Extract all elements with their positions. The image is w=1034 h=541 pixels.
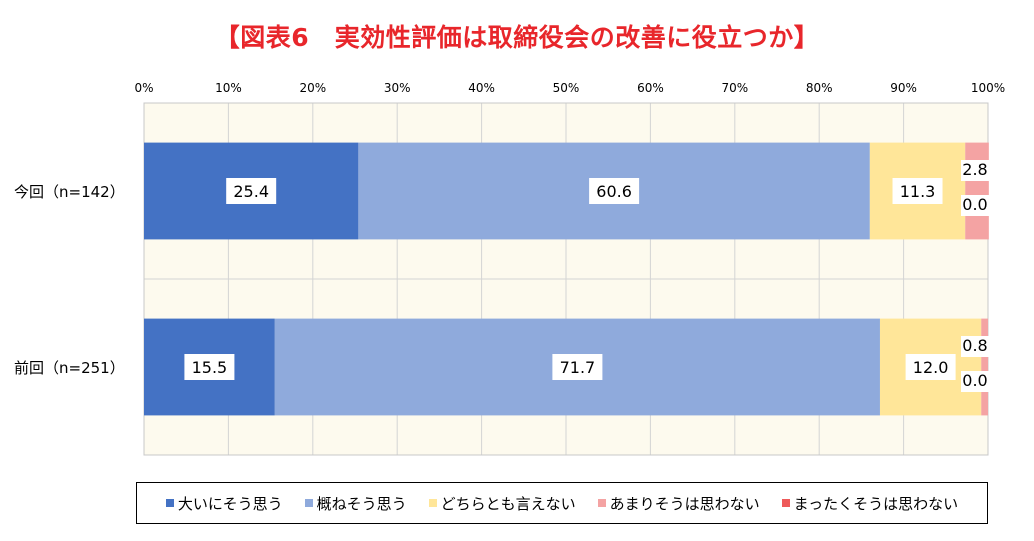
x-tick-label: 40% (468, 81, 495, 95)
data-label: 11.3 (900, 182, 936, 201)
data-label: 0.8 (962, 336, 987, 355)
data-label: 15.5 (192, 358, 228, 377)
x-tick-label: 20% (299, 81, 326, 95)
x-tick-label: 10% (215, 81, 242, 95)
data-label-box (961, 336, 991, 357)
category-label: 前回（n=251） (14, 359, 125, 377)
data-label: 25.4 (233, 182, 269, 201)
data-label: 0.0 (962, 371, 987, 390)
data-label: 0.0 (962, 195, 987, 214)
data-label: 12.0 (913, 358, 949, 377)
x-tick-label: 30% (384, 81, 411, 95)
data-label-box (892, 178, 943, 204)
legend: 大いにそう思う 概ねそう思う どちらとも言えない あまりそうは思わない まったくそうは思… (136, 482, 988, 524)
data-label: 60.6 (596, 182, 632, 201)
x-tick-label: 60% (637, 81, 664, 95)
legend-label: 大いにそう思う (177, 494, 283, 513)
chart-title: 【図表6 実効性評価は取締役会の改善に役立つか】 (214, 23, 820, 52)
legend-label: あまりそうは思わない (609, 494, 760, 513)
legend-label: どちらとも言えない (440, 494, 576, 513)
x-tick-label: 0% (134, 81, 153, 95)
legend-swatch (428, 499, 437, 507)
legend-swatch (304, 499, 313, 507)
legend-item: どちらとも言えない (428, 493, 576, 514)
bar-segment (981, 318, 988, 416)
data-label-box (961, 195, 991, 216)
x-tick-label: 80% (806, 81, 833, 95)
legend-swatch (781, 499, 790, 507)
legend-swatch (597, 499, 606, 507)
data-label: 2.8 (962, 160, 987, 179)
legend-item: 概ねそう思う (304, 493, 407, 514)
data-label-box (184, 354, 235, 380)
bar-segment (965, 142, 989, 240)
x-tick-label: 70% (721, 81, 748, 95)
data-label-box (961, 160, 991, 181)
x-tick-label: 90% (890, 81, 917, 95)
legend-label: 概ねそう思う (316, 494, 407, 513)
data-label: 71.7 (560, 358, 596, 377)
category-label: 今回（n=142） (14, 183, 125, 201)
data-label-box (552, 354, 603, 380)
plot-border (143, 102, 989, 456)
x-tick-label: 50% (553, 81, 580, 95)
data-label-box (905, 354, 956, 380)
legend-swatch (165, 499, 174, 507)
legend-item: まったくそうは思わない (781, 493, 959, 514)
legend-label: まったくそうは思わない (793, 494, 959, 513)
data-label-box (226, 178, 277, 204)
legend-item: 大いにそう思う (165, 493, 283, 514)
x-tick-label: 100% (971, 81, 1005, 95)
data-label-box (589, 178, 640, 204)
legend-item: あまりそうは思わない (597, 493, 760, 514)
data-label-box (961, 371, 991, 392)
